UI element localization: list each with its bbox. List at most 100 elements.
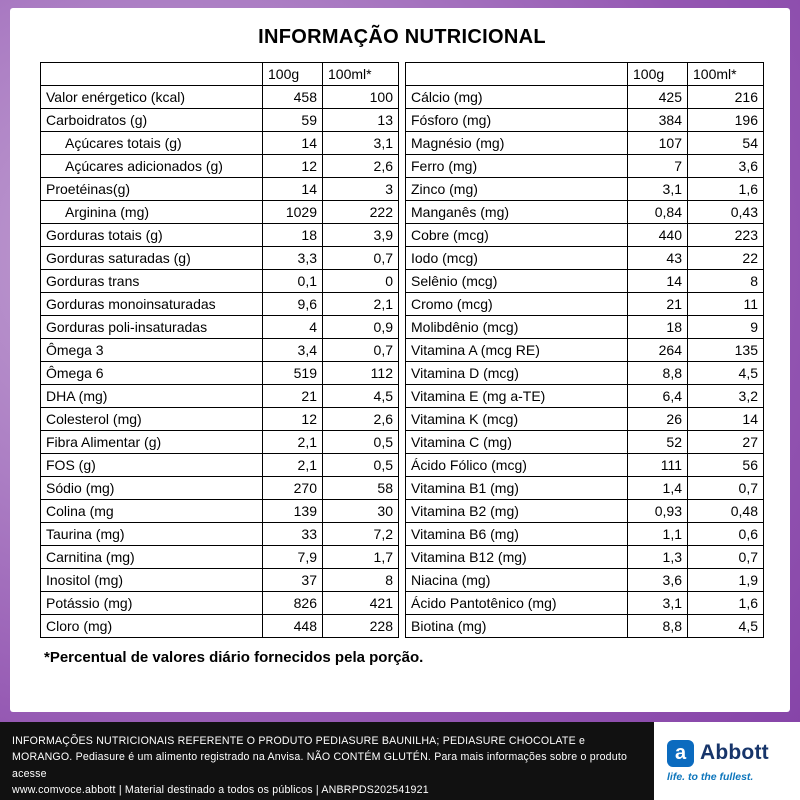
value-100ml: 54 [687,131,764,155]
value-100ml: 4,5 [687,361,764,385]
nutrition-table-left: 100g 100ml* Valor enérgetico (kcal) 458 10… [40,62,399,638]
table-row: Colina (mg 139 30 [40,499,399,523]
nutrition-table-right: 100g 100ml* Cálcio (mg) 425 216 Fósforo (mg… [405,62,764,638]
value-100ml: 9 [687,315,764,339]
value-100g: 264 [627,338,688,362]
table-row: Magnésio (mg) 107 54 [405,131,764,155]
value-100g: 8,8 [627,361,688,385]
value-100ml: 2,6 [322,154,399,178]
value-100ml: 135 [687,338,764,362]
value-100g: 519 [262,361,323,385]
value-100g: 270 [262,476,323,500]
table-row: Ômega 6 519 112 [40,361,399,385]
row-label: Colesterol (mg) [40,407,263,431]
value-100g: 18 [262,223,323,247]
value-100g: 12 [262,154,323,178]
row-label: FOS (g) [40,453,263,477]
row-label: Vitamina K (mcg) [405,407,628,431]
value-100g: 0,93 [627,499,688,523]
row-label: Vitamina A (mcg RE) [405,338,628,362]
value-100g: 14 [262,131,323,155]
value-100ml: 0,9 [322,315,399,339]
value-100ml: 58 [322,476,399,500]
value-100ml: 1,9 [687,568,764,592]
value-100ml: 0 [322,269,399,293]
col-header-100g: 100g [262,62,323,86]
right-table-body: Cálcio (mg) 425 216 Fósforo (mg) 384 196 Magné… [405,85,764,638]
row-label: Arginina (mg) [40,200,263,224]
row-label: Gorduras trans [40,269,263,293]
value-100ml: 222 [322,200,399,224]
row-label: Iodo (mcg) [405,246,628,270]
abbott-logo-row: a Abbott [667,739,800,767]
value-100ml: 0,5 [322,430,399,454]
value-100ml: 1,7 [322,545,399,569]
table-row: Gorduras monoinsaturadas 9,6 2,1 [40,292,399,316]
table-row: Arginina (mg) 1029 222 [40,200,399,224]
row-label: Valor enérgetico (kcal) [40,85,263,109]
value-100g: 4 [262,315,323,339]
value-100ml: 0,6 [687,522,764,546]
abbott-logo-icon: a [667,739,694,767]
row-label: Ácido Fólico (mcg) [405,453,628,477]
table-row: Cromo (mcg) 21 11 [405,292,764,316]
value-100g: 3,6 [627,568,688,592]
value-100g: 1,4 [627,476,688,500]
nutrition-card: INFORMAÇÃO NUTRICIONAL 100g 100ml* Valor… [10,8,790,712]
value-100ml: 27 [687,430,764,454]
row-label: Ômega 3 [40,338,263,362]
value-100ml: 56 [687,453,764,477]
row-label: Inositol (mg) [40,568,263,592]
value-100ml: 196 [687,108,764,132]
row-label: Magnésio (mg) [405,131,628,155]
value-100g: 14 [262,177,323,201]
value-100g: 7,9 [262,545,323,569]
value-100g: 826 [262,591,323,615]
table-row: Fósforo (mg) 384 196 [405,108,764,132]
table-row: Ácido Fólico (mcg) 111 56 [405,453,764,477]
footer-line: INFORMAÇÕES NUTRICIONAIS REFERENTE O PRO… [12,735,586,747]
row-label: Cloro (mg) [40,614,263,638]
table-row: Ferro (mg) 7 3,6 [405,154,764,178]
abbott-tagline: life. to the fullest. [667,770,754,783]
value-100ml: 0,7 [687,545,764,569]
row-label: Cobre (mcg) [405,223,628,247]
value-100ml: 0,48 [687,499,764,523]
value-100ml: 3 [322,177,399,201]
row-label: Zinco (mg) [405,177,628,201]
row-label: Gorduras monoinsaturadas [40,292,263,316]
value-100ml: 3,2 [687,384,764,408]
value-100g: 52 [627,430,688,454]
row-label: Vitamina E (mg a-TE) [405,384,628,408]
table-row: Potássio (mg) 826 421 [40,591,399,615]
row-label: Vitamina B2 (mg) [405,499,628,523]
row-label: Vitamina B1 (mg) [405,476,628,500]
value-100g: 3,3 [262,246,323,270]
value-100ml: 0,7 [687,476,764,500]
value-100ml: 14 [687,407,764,431]
value-100ml: 3,6 [687,154,764,178]
value-100ml: 0,7 [322,246,399,270]
row-label: Carboidratos (g) [40,108,263,132]
row-label: Fibra Alimentar (g) [40,430,263,454]
page-title: INFORMAÇÃO NUTRICIONAL [258,26,546,48]
value-100ml: 0,5 [322,453,399,477]
value-100ml: 4,5 [687,614,764,638]
row-label: Biotina (mg) [405,614,628,638]
value-100g: 384 [627,108,688,132]
value-100ml: 1,6 [687,591,764,615]
value-100g: 18 [627,315,688,339]
value-100ml: 216 [687,85,764,109]
row-label: Taurina (mg) [40,522,263,546]
value-100g: 3,1 [627,177,688,201]
value-100ml: 2,1 [322,292,399,316]
value-100ml: 100 [322,85,399,109]
table-row: Gorduras totais (g) 18 3,9 [40,223,399,247]
abbott-wordmark: Abbott [700,741,769,764]
value-100ml: 3,1 [322,131,399,155]
row-label: Açúcares totais (g) [40,131,263,155]
row-label: Fósforo (mg) [405,108,628,132]
row-label: Vitamina B6 (mg) [405,522,628,546]
value-100g: 43 [627,246,688,270]
value-100g: 6,4 [627,384,688,408]
